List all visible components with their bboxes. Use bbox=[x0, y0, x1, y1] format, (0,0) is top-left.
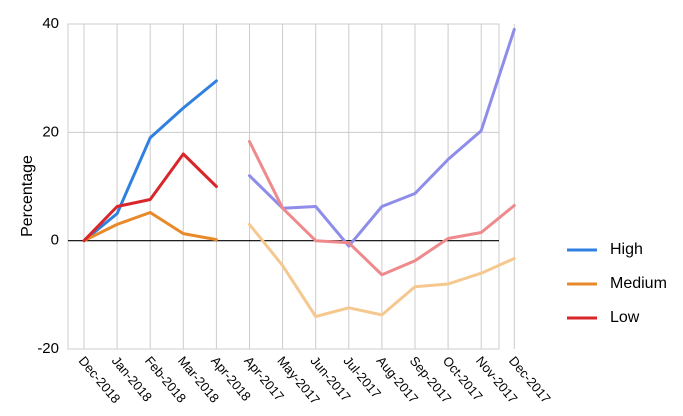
legend-label: High bbox=[610, 241, 643, 258]
legend-label: Medium bbox=[610, 275, 667, 292]
series-lines bbox=[82, 27, 516, 318]
series-line-2017-series bbox=[248, 27, 516, 248]
x-tick-labels: Dec-2018Jan-2018Feb-2018Mar-2018Apr-2018… bbox=[76, 353, 554, 407]
series-line-high bbox=[82, 79, 218, 243]
series-line-medium bbox=[82, 211, 218, 243]
gridlines bbox=[67, 23, 515, 350]
y-tick-label: 40 bbox=[42, 15, 59, 32]
y-axis-title: Percentage bbox=[19, 155, 36, 237]
legend: High Medium Low bbox=[567, 241, 667, 326]
series-line-low bbox=[82, 152, 218, 243]
y-tick-label: -20 bbox=[37, 340, 59, 357]
y-tick-label: 20 bbox=[42, 123, 59, 140]
plot-frame bbox=[67, 23, 500, 350]
y-tick-labels: 40 20 0 -20 bbox=[37, 15, 59, 357]
series-line-2017-series bbox=[248, 140, 516, 277]
legend-label: Low bbox=[610, 309, 640, 326]
y-tick-label: 0 bbox=[51, 232, 59, 249]
series-line-2017-series bbox=[248, 222, 516, 318]
